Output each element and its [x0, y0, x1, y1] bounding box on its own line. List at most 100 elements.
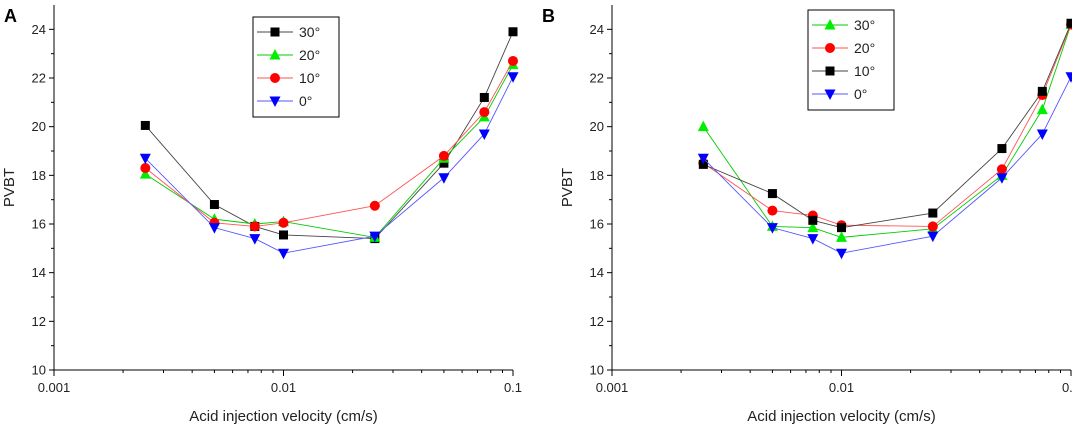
y-tick-label: 16	[32, 217, 46, 232]
series-line	[703, 23, 1072, 229]
data-point	[508, 55, 518, 66]
data-point	[836, 231, 847, 242]
legend-label: 20°	[299, 47, 320, 63]
data-point	[438, 150, 449, 161]
x-axis-label: Acid injection velocity (cm/s)	[189, 408, 377, 425]
y-tick-label: 20	[32, 119, 46, 134]
data-point	[508, 27, 518, 37]
y-tick-label: 18	[32, 168, 46, 183]
data-point	[807, 234, 819, 245]
legend-marker	[269, 96, 281, 107]
series-2	[698, 18, 1072, 233]
data-point	[479, 92, 489, 102]
legend-marker	[825, 43, 835, 53]
data-point	[249, 234, 261, 245]
panel-letter: B	[542, 6, 555, 26]
data-point	[836, 248, 847, 260]
legend-box	[807, 9, 895, 111]
x-tick-label: 0.001	[596, 380, 629, 395]
data-point	[1066, 18, 1072, 28]
x-tick-label: 0.1	[1062, 380, 1072, 395]
y-tick-label: 10	[590, 363, 604, 378]
x-tick-label: 0.1	[504, 380, 522, 395]
data-point	[438, 173, 450, 184]
data-point	[278, 248, 289, 260]
x-axis-label: Acid injection velocity (cm/s)	[747, 408, 935, 425]
legend-marker	[269, 49, 281, 60]
y-axis-label: PVBT	[1, 168, 18, 207]
legend-label: 0°	[299, 93, 312, 109]
data-point	[249, 221, 260, 232]
data-point	[807, 221, 819, 233]
y-tick-label: 12	[590, 314, 604, 329]
data-point	[369, 231, 381, 243]
legend-label: 0°	[854, 86, 867, 102]
data-point	[1037, 86, 1047, 96]
series-line	[703, 24, 1072, 227]
y-tick-label: 24	[590, 22, 604, 37]
data-point	[766, 223, 778, 234]
y-tick-label: 20	[590, 119, 604, 134]
series-line	[703, 76, 1072, 254]
legend-marker	[270, 73, 280, 83]
data-point	[507, 72, 519, 83]
data-point	[996, 164, 1007, 175]
x-tick-label: 0.01	[271, 380, 296, 395]
x-tick-label: 0.01	[829, 380, 854, 395]
data-point	[478, 129, 490, 140]
data-point	[996, 173, 1008, 184]
data-point	[209, 200, 219, 210]
legend-label: 20°	[854, 40, 875, 56]
y-tick-label: 12	[32, 314, 46, 329]
series-3	[139, 72, 519, 260]
data-point	[140, 120, 150, 130]
data-point	[698, 159, 708, 169]
series-line	[702, 24, 1072, 238]
data-point	[139, 153, 151, 165]
data-point	[697, 153, 709, 165]
data-point	[1036, 129, 1048, 140]
y-tick-label: 18	[590, 168, 604, 183]
legend-label: 10°	[854, 63, 875, 79]
x-tick-label: 0.001	[38, 380, 71, 395]
data-point	[1065, 72, 1072, 83]
y-tick-label: 24	[32, 22, 46, 37]
legend-label: 30°	[854, 17, 875, 33]
panel-letter: A	[4, 6, 17, 26]
y-axis-label: PVBT	[559, 168, 576, 207]
data-point	[140, 163, 151, 174]
data-point	[767, 205, 778, 216]
series-line	[145, 76, 514, 254]
legend-marker	[270, 27, 280, 37]
data-point	[139, 168, 151, 179]
series-2	[140, 55, 518, 232]
data-point	[439, 158, 449, 168]
data-point	[1036, 103, 1048, 115]
legend-box	[252, 16, 340, 118]
chart-panel-b: B 10 12 14 16 18 20 22 24 0.001 0.01 0.1 Acid inject…	[542, 5, 1072, 425]
series-line	[145, 64, 514, 238]
data-point	[369, 200, 380, 211]
legend: 30° 20° 10° 0°	[807, 9, 895, 111]
legend-marker	[825, 66, 835, 76]
series-line	[144, 31, 514, 240]
data-point	[279, 230, 288, 240]
y-tick-label: 14	[590, 265, 604, 280]
series-line	[145, 60, 514, 227]
y-tick-label: 10	[32, 363, 46, 378]
data-point	[997, 144, 1007, 154]
legend: 30° 20° 10° 0°	[252, 16, 340, 118]
data-point	[697, 120, 709, 132]
data-point	[767, 189, 777, 199]
legend-label: 10°	[299, 70, 320, 86]
data-point	[837, 223, 846, 233]
data-point	[927, 231, 939, 243]
y-tick-label: 16	[590, 217, 604, 232]
legend-marker	[824, 89, 836, 100]
data-point	[928, 208, 938, 218]
y-tick-label: 22	[32, 71, 46, 86]
data-point	[927, 221, 938, 232]
data-point	[208, 223, 220, 234]
legend-label: 30°	[299, 24, 320, 40]
